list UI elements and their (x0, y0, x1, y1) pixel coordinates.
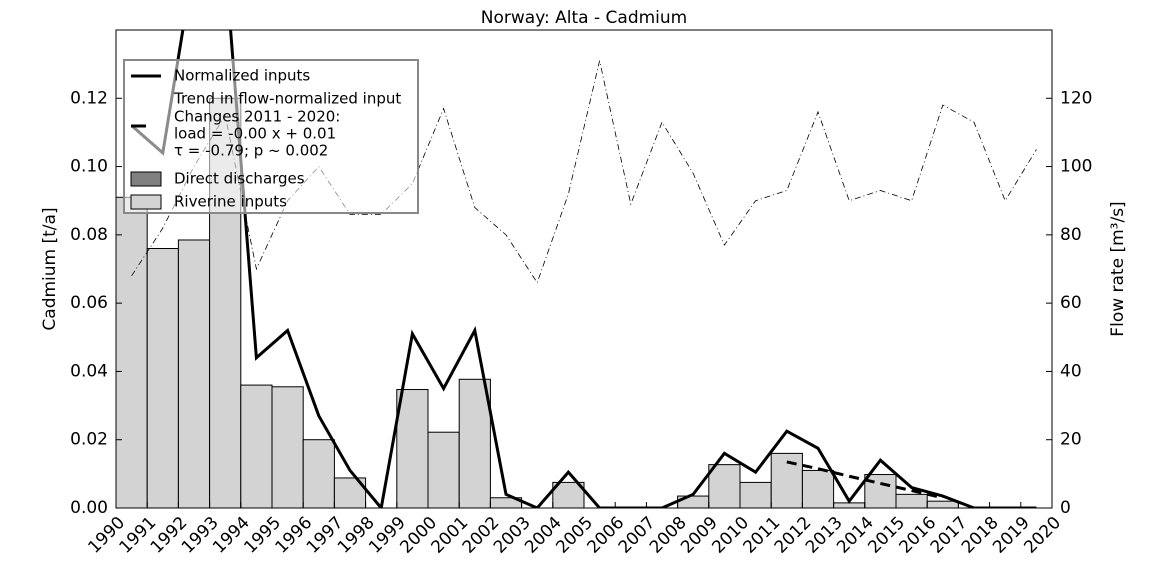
bar (926, 500, 959, 508)
legend-label: Trend in flow-normalized input (173, 90, 401, 108)
y2-axis-label: Flow rate [m³/s] (1108, 201, 1128, 336)
legend-label: Normalized inputs (174, 67, 310, 85)
bar (146, 248, 179, 508)
trend-annotation: Changes 2011 - 2020: (174, 108, 340, 126)
bar (801, 469, 835, 508)
bar (739, 481, 772, 508)
bar (708, 464, 741, 508)
legend-swatch (130, 171, 162, 187)
bar (427, 431, 460, 508)
bar (895, 493, 928, 508)
y-tick-label: 0.06 (70, 293, 108, 313)
y2-tick-label: 120 (1060, 88, 1092, 108)
legend: Normalized inputs Trend in flow-normalize… (123, 59, 419, 214)
bar (770, 452, 803, 508)
chart-title: Norway: Alta - Cadmium (481, 8, 687, 28)
trend-annotation: load = -0.00 x + 0.01 (174, 125, 336, 143)
y2-tick-label: 100 (1060, 157, 1092, 177)
legend-label: Direct discharges (174, 170, 305, 188)
bar (396, 389, 429, 508)
bar (302, 439, 335, 508)
series-line (786, 460, 944, 500)
bar (271, 386, 304, 508)
y-tick-label: 0.00 (70, 498, 108, 518)
legend-box (123, 59, 419, 214)
series-line (130, 30, 1037, 508)
bar (240, 384, 273, 508)
y2-tick-label: 80 (1060, 225, 1082, 245)
y2-tick-label: 60 (1060, 293, 1082, 313)
legend-label: Riverine inputs (174, 193, 287, 211)
y-tick-label: 0.04 (70, 361, 108, 381)
trend-annotation: τ = -0.79; p ~ 0.002 (174, 142, 328, 160)
bar (177, 239, 211, 508)
bar (116, 196, 148, 508)
y2-tick-label: 20 (1060, 430, 1082, 450)
y2-tick-label: 0 (1060, 498, 1071, 518)
y-tick-label: 0.02 (70, 430, 108, 450)
y-tick-label: 0.10 (70, 157, 108, 177)
y2-tick-label: 40 (1060, 361, 1082, 381)
bar (552, 481, 585, 508)
x-tick-label: 2020 (1020, 513, 1065, 558)
y-tick-label: 0.08 (70, 225, 108, 245)
legend-swatch (130, 194, 162, 210)
y-tick-label: 0.12 (70, 88, 108, 108)
bar (458, 378, 491, 508)
y-axis-label: Cadmium [t/a] (40, 207, 60, 330)
